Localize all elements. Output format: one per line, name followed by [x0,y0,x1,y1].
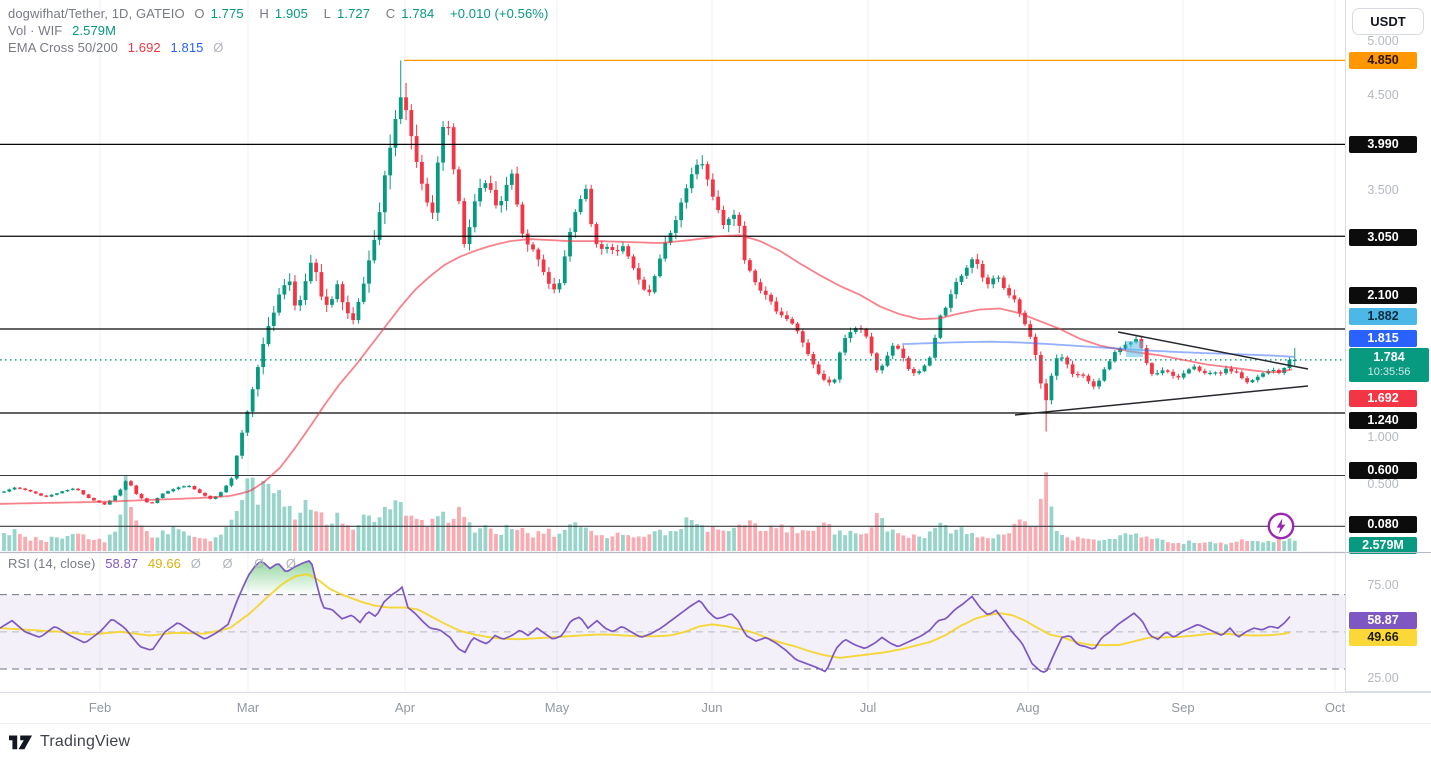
price-axis-label: 1.240 [1349,411,1417,429]
pane-divider [1346,552,1431,553]
tradingview-wordmark: TradingView [40,733,131,750]
rsi-value: 58.87 [105,556,139,571]
symbol-legend[interactable]: dogwifhat/Tether, 1D, GATEIO O 1.775 H 1.9… [8,6,554,21]
rsi-line [0,559,1291,674]
price-axis-label: 1.815 [1349,329,1417,347]
price-axis-label: 0.080 [1349,515,1417,533]
high-value: 1.905 [274,6,308,21]
candles [2,60,1297,505]
symbol-name: dogwifhat/Tether, 1D, GATEIO [8,6,185,21]
ema-cross-legend[interactable]: EMA Cross 50/200 1.692 1.815 Ø [8,40,229,55]
trendline [1117,331,1309,370]
pane-divider [1346,691,1431,692]
time-axis-month-sep: Sep [1171,700,1195,715]
change-value: +0.010 (+0.56%) [450,6,549,21]
price-axis-label: 2.100 [1349,286,1417,304]
price-axis-label: 1.692 [1349,389,1417,407]
ema-cross-label: EMA Cross 50/200 [8,40,118,55]
price-axis-label: 4.850 [1349,51,1417,69]
currency-toggle-button[interactable]: USDT [1352,8,1424,35]
price-axis-tick: 4.500 [1367,87,1399,102]
price-axis-tick: 0.500 [1367,476,1399,491]
rsi-legend[interactable]: RSI (14, close) 58.87 49.66 Ø Ø Ø Ø [8,556,311,571]
open-label: O [194,6,205,21]
price-axis-label: 1.882 [1349,307,1417,325]
price-axis-tick: 5.000 [1367,33,1399,48]
close-label: C [385,6,396,21]
price-axis-tick: 25.00 [1367,670,1399,685]
volume-label: Vol · WIF [8,23,63,38]
ema50-line [0,234,1293,505]
highlight-box [1126,341,1143,357]
open-value: 1.775 [210,6,244,21]
price-chart-svg[interactable] [0,0,1345,692]
time-axis-month-oct: Oct [1324,700,1346,715]
time-axis-month-jun: Jun [701,700,723,715]
tradingview-logo[interactable]: TradingView [8,733,130,751]
volume-legend[interactable]: Vol · WIF 2.579M [8,23,122,38]
volume-bars [2,472,1297,551]
time-axis[interactable]: Feb Mar Apr May Jun Jul Aug Sep Oct [0,692,1431,724]
countdown-timer: 10:35:56 [1367,366,1411,378]
trendline [1014,385,1309,416]
time-axis-month-mar: Mar [236,700,260,715]
ema50-value: 1.692 [127,40,161,55]
time-axis-month-apr: Apr [394,700,416,715]
price-axis-tick: 1.000 [1367,429,1399,444]
rsi-label: RSI (14, close) [8,556,96,571]
time-axis-month-may: May [544,700,570,715]
price-axis-label: 49.66 [1349,628,1417,646]
time-axis-month-feb: Feb [88,700,112,715]
rsi-ma-value: 49.66 [147,556,182,571]
price-axis-label: 2.579M [1349,536,1417,554]
tradingview-mark-icon [9,735,32,749]
time-axis-month-jul: Jul [859,700,877,715]
close-value: 1.784 [401,6,435,21]
price-axis[interactable]: 5.000 4.850 4.500 3.990 3.500 3.050 2.100 1.882… [1345,0,1431,722]
price-axis-label: 0.600 [1349,461,1417,479]
price-axis-label: 3.050 [1349,228,1417,246]
price-axis-label: 3.990 [1349,135,1417,153]
flash-icon[interactable] [1267,512,1295,540]
price-axis-tick: 75.00 [1367,577,1399,592]
ema-empty-value: Ø [213,40,224,55]
low-value: 1.727 [337,6,371,21]
low-label: L [323,6,332,21]
volume-value: 2.579M [72,23,117,38]
time-axis-month-aug: Aug [1016,700,1040,715]
price-axis-label: 58.87 [1349,611,1417,629]
high-label: H [259,6,269,21]
price-axis-label: 1.784 10:35:56 [1349,348,1429,382]
ema200-value: 1.815 [170,40,204,55]
rsi-empty-values: Ø Ø Ø Ø [190,556,306,571]
price-axis-tick: 3.500 [1367,182,1399,197]
